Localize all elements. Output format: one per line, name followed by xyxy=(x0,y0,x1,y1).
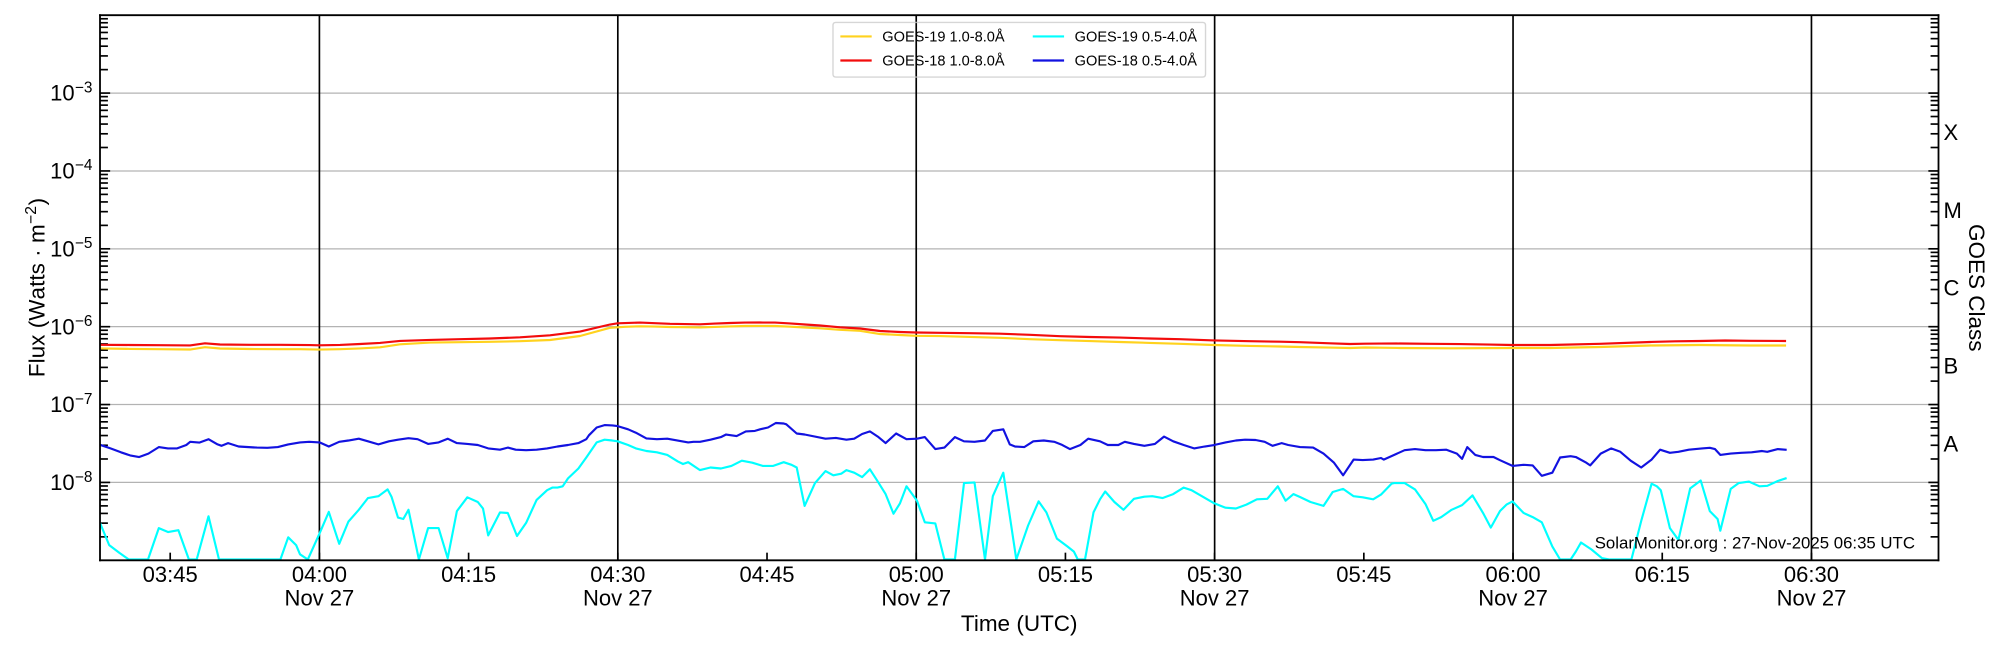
svg-text:03:45: 03:45 xyxy=(143,562,198,587)
svg-text:1 0 −: 1 0 − 5 xyxy=(50,228,92,261)
svg-text:06:30: 06:30 xyxy=(1784,562,1839,587)
svg-text:04:00: 04:00 xyxy=(292,562,347,587)
svg-text:04:30: 04:30 xyxy=(590,562,645,587)
svg-text:05:45: 05:45 xyxy=(1336,562,1391,587)
svg-text:Nov 27: Nov 27 xyxy=(881,585,951,610)
svg-text:Nov 27: Nov 27 xyxy=(1478,585,1548,610)
svg-text:GOES Class: GOES Class xyxy=(1964,224,1989,352)
svg-text:GOES-18 1.0-8.0Å: GOES-18 1.0-8.0Å xyxy=(882,53,1005,70)
svg-text:Nov 27: Nov 27 xyxy=(1777,585,1847,610)
svg-text:1 0 −: 1 0 − 7 xyxy=(50,384,92,417)
svg-text:06:15: 06:15 xyxy=(1635,562,1690,587)
svg-text:05:30: 05:30 xyxy=(1187,562,1242,587)
svg-text:Time (UTC): Time (UTC) xyxy=(961,611,1078,636)
svg-text:04:45: 04:45 xyxy=(739,562,794,587)
svg-text:Nov 27: Nov 27 xyxy=(285,585,355,610)
svg-text:Nov 27: Nov 27 xyxy=(583,585,653,610)
svg-text:F l u x: F l u x ( W a t t s · m ) − 2 xyxy=(16,192,49,377)
svg-text:SolarMonitor.org : 27-Nov-2025: SolarMonitor.org : 27-Nov-2025 06:35 UTC xyxy=(1595,534,1915,553)
svg-text:1 0 −: 1 0 − 4 xyxy=(50,150,93,183)
svg-text:04:15: 04:15 xyxy=(441,562,496,587)
svg-text:05:00: 05:00 xyxy=(889,562,944,587)
svg-text:Nov 27: Nov 27 xyxy=(1180,585,1250,610)
svg-text:GOES-19 1.0-8.0Å: GOES-19 1.0-8.0Å xyxy=(882,29,1005,46)
svg-text:X: X xyxy=(1943,120,1958,145)
svg-text:GOES-19 0.5-4.0Å: GOES-19 0.5-4.0Å xyxy=(1075,29,1198,46)
svg-text:1 0 −: 1 0 − 6 xyxy=(50,306,92,339)
svg-text:A: A xyxy=(1943,431,1958,456)
svg-text:M: M xyxy=(1943,198,1961,223)
svg-text:C: C xyxy=(1943,276,1959,301)
svg-text:06:00: 06:00 xyxy=(1486,562,1541,587)
svg-text:B: B xyxy=(1943,354,1958,379)
svg-text:GOES-18 0.5-4.0Å: GOES-18 0.5-4.0Å xyxy=(1075,53,1198,70)
svg-text:1 0 −: 1 0 − 8 xyxy=(50,462,92,495)
svg-text:05:15: 05:15 xyxy=(1038,562,1093,587)
svg-text:1 0 −: 1 0 − 3 xyxy=(50,72,92,105)
